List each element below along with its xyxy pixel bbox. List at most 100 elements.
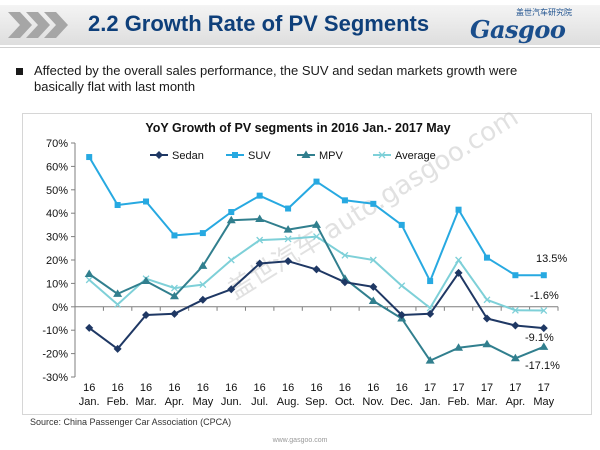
data-point-sedan — [454, 268, 463, 277]
x-tick-label-year: 17 — [509, 382, 521, 394]
x-tick-label-month: Jul. — [251, 396, 268, 408]
x-tick-label-year: 16 — [83, 382, 95, 394]
data-point-sedan — [227, 285, 236, 294]
y-tick-label: 40% — [46, 208, 68, 220]
x-tick-label-year: 16 — [310, 382, 322, 394]
x-tick-label-month: Mar. — [135, 396, 156, 408]
data-point-mpv — [141, 276, 151, 285]
data-point-mpv — [340, 274, 350, 282]
x-tick-label-year: 16 — [140, 382, 152, 394]
logo-text: Gasgoo — [470, 15, 566, 44]
x-tick-label-month: Apr. — [165, 396, 185, 408]
y-tick-label: -30% — [42, 372, 68, 384]
legend-marker-mpv — [301, 150, 311, 158]
data-point-average — [369, 256, 377, 264]
x-tick-label-month: Dec. — [390, 396, 413, 408]
end-data-label: -17.1% — [525, 360, 560, 372]
data-point-average — [455, 256, 463, 264]
legend-marker-sedan — [155, 151, 163, 159]
data-point-suv — [512, 272, 519, 279]
data-point-suv — [540, 272, 547, 279]
bullet-text: Affected by the overall sales performanc… — [34, 63, 518, 94]
x-tick-label-month: May — [533, 396, 554, 408]
data-point-sedan — [142, 310, 151, 319]
x-tick-label-month: Mar. — [476, 396, 497, 408]
page-title: 2.2 Growth Rate of PV Segments — [88, 11, 430, 36]
x-tick-label-year: 17 — [424, 382, 436, 394]
data-point-suv — [455, 206, 462, 213]
gasgoo-logo: 盖世汽车研究院 Gasgoo — [470, 6, 595, 46]
y-tick-label: 50% — [46, 185, 68, 197]
data-point-sedan — [312, 265, 321, 274]
end-data-label: -1.6% — [530, 290, 559, 302]
series-line-sedan — [88, 260, 544, 350]
x-tick-label-month: Sep. — [305, 396, 328, 408]
data-point-mpv — [425, 356, 435, 364]
data-point-mpv — [312, 220, 321, 228]
y-tick-label: 20% — [46, 255, 68, 267]
data-point-sedan — [369, 282, 378, 291]
y-tick-label: 70% — [46, 138, 68, 150]
x-tick-label-year: 16 — [225, 382, 237, 394]
x-tick-label-month: Jan. — [420, 396, 441, 408]
legend-marker-suv — [232, 152, 238, 158]
data-point-suv — [86, 154, 93, 161]
x-tick-label-month: Jun. — [221, 396, 242, 408]
data-point-suv — [143, 198, 150, 205]
x-tick-label-month: Oct. — [335, 396, 355, 408]
data-point-sedan — [426, 309, 435, 318]
data-point-average — [114, 301, 122, 308]
data-point-average — [313, 233, 320, 241]
data-point-average — [85, 276, 93, 284]
chevron-arrows-icon — [8, 12, 68, 38]
y-tick-label: 10% — [46, 278, 68, 290]
data-point-sedan — [85, 323, 94, 332]
data-point-suv — [114, 202, 121, 209]
data-point-mpv — [482, 339, 492, 348]
x-tick-label-year: 17 — [452, 382, 464, 394]
data-point-average — [284, 235, 292, 243]
data-point-sedan — [539, 324, 548, 333]
legend-label-mpv: MPV — [319, 150, 344, 162]
x-tick-label-month: Nov. — [362, 396, 384, 408]
data-point-suv — [313, 178, 320, 185]
x-tick-label-month: Feb. — [448, 396, 470, 408]
x-tick-label-year: 16 — [282, 382, 294, 394]
data-point-suv — [256, 192, 263, 199]
data-point-suv — [341, 197, 348, 204]
x-tick-label-year: 17 — [538, 382, 550, 394]
data-point-suv — [483, 254, 490, 261]
data-point-suv — [199, 230, 206, 237]
legend-label-sedan: Sedan — [172, 150, 204, 162]
x-tick-label-year: 16 — [367, 382, 379, 394]
data-point-sedan — [198, 295, 207, 304]
data-point-suv — [398, 221, 405, 228]
y-tick-label: 60% — [46, 161, 68, 173]
data-point-sedan — [511, 321, 520, 330]
data-point-mpv — [510, 353, 520, 362]
data-point-mpv — [226, 215, 236, 224]
data-point-suv — [285, 205, 292, 212]
x-tick-label-year: 16 — [111, 382, 123, 394]
chart-title: YoY Growth of PV segments in 2016 Jan.- … — [145, 121, 450, 135]
header-bar — [0, 5, 600, 45]
x-tick-label-year: 16 — [197, 382, 209, 394]
data-point-average — [483, 296, 491, 304]
data-point-sedan — [340, 278, 349, 287]
source-note: Source: China Passenger Car Association … — [30, 417, 232, 427]
x-tick-label-month: Aug. — [277, 396, 300, 408]
data-point-average — [398, 282, 406, 290]
x-tick-label-month: Apr. — [506, 396, 526, 408]
data-point-sedan — [113, 344, 122, 353]
data-point-average — [199, 281, 207, 289]
data-point-mpv — [255, 214, 265, 223]
data-point-mpv — [368, 296, 378, 304]
chart-frame — [22, 113, 592, 415]
end-data-label: 13.5% — [536, 253, 567, 265]
data-point-average — [341, 251, 349, 259]
y-tick-label: 0% — [52, 302, 68, 314]
y-tick-label: -20% — [42, 349, 68, 361]
data-point-suv — [427, 278, 434, 285]
x-tick-label-year: 16 — [339, 382, 351, 394]
